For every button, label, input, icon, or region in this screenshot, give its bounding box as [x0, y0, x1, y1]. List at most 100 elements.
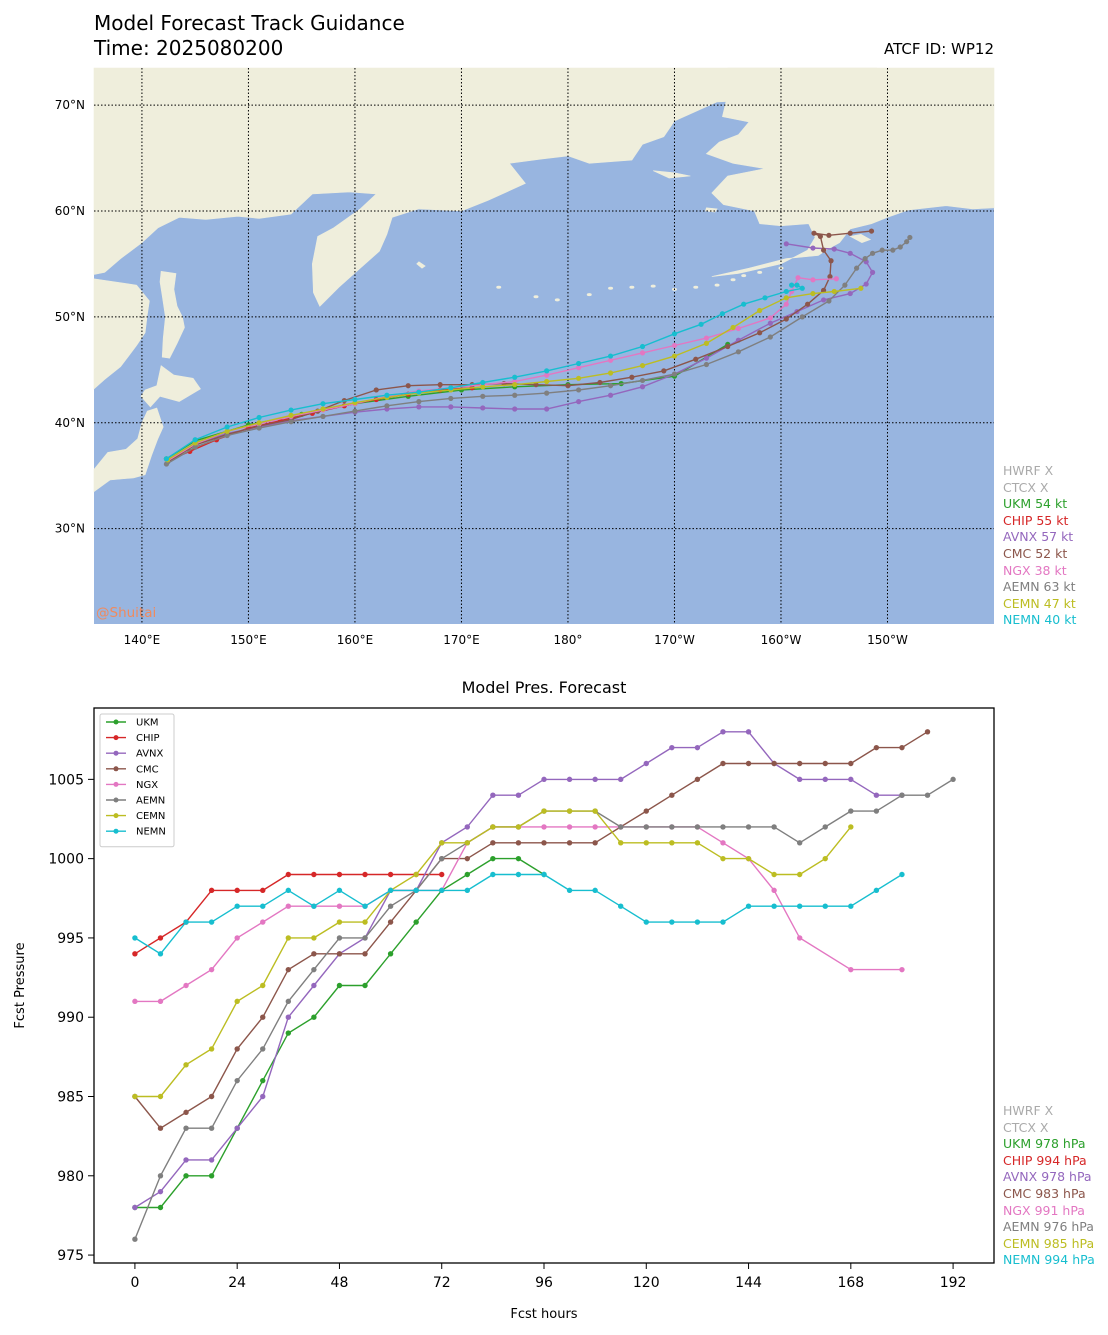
legend-label: UKM: [136, 718, 159, 729]
series-point: [464, 840, 470, 846]
x-tick-label: 192: [940, 1275, 967, 1291]
legend-item: NGX: [106, 780, 158, 791]
track-point: [437, 382, 443, 388]
series-line: [134, 731, 928, 1130]
track-point: [693, 356, 699, 362]
series-point: [387, 887, 394, 894]
series-point: [618, 824, 624, 830]
map-land: [93, 67, 995, 493]
track-point: [163, 456, 170, 462]
land-polygon-5: [93, 278, 150, 390]
series-point: [873, 744, 880, 751]
series-point: [822, 776, 828, 783]
legend-entry: NGX 991 hPa: [1003, 1202, 1085, 1218]
series-point: [439, 887, 445, 894]
series-point: [413, 887, 419, 894]
series-point: [822, 855, 828, 862]
aleutian-island: [586, 293, 592, 297]
track-point: [795, 275, 801, 281]
series-point: [311, 966, 317, 973]
series-point: [311, 1014, 317, 1020]
aleutian-island: [629, 285, 635, 289]
track-point: [820, 247, 827, 253]
track-point: [224, 424, 230, 430]
track-point: [224, 428, 230, 434]
lon-tick-label: 140°E: [124, 633, 161, 647]
series-point: [848, 808, 854, 814]
intensity-legend: HWRF X CTCX X UKM 54 kt CHIP 55 kt AVNX 57 k…: [1003, 463, 1076, 629]
track-point: [890, 247, 896, 253]
series-point: [157, 1204, 164, 1211]
lon-tick-label: 150°E: [230, 633, 267, 647]
series-point: [439, 855, 445, 862]
series-point: [413, 887, 419, 894]
series-point: [439, 887, 445, 894]
series-point: [796, 935, 803, 941]
track-point: [719, 311, 726, 317]
series-point: [745, 729, 752, 735]
series-point: [439, 887, 445, 894]
series-point: [234, 1046, 240, 1052]
track-point: [783, 316, 789, 322]
series-point: [157, 935, 164, 941]
series-point: [720, 855, 726, 862]
series-point: [796, 760, 803, 767]
legend-entry: AVNX 978 hPa: [1003, 1169, 1092, 1185]
series-point: [413, 887, 419, 894]
series-point: [669, 744, 675, 751]
series-point: [132, 1204, 138, 1211]
series-point: [771, 903, 777, 909]
series-point: [132, 951, 138, 957]
series-point: [771, 760, 777, 767]
aleutian-island: [714, 283, 720, 287]
map-tick-labels: 140°E 150°E 160°E 170°E 180° 170°W 160°W 150°W 3…: [55, 98, 908, 647]
track-point: [639, 350, 646, 356]
series-point: [413, 871, 419, 878]
series-point: [566, 824, 573, 830]
legend-entry: CMC 52 kt: [1003, 545, 1068, 561]
series-point: [285, 1014, 292, 1020]
track-point: [735, 325, 741, 332]
track-point: [869, 269, 876, 275]
series-point: [285, 903, 292, 909]
track-point: [576, 399, 582, 405]
series-point: [439, 840, 445, 846]
track-point: [639, 384, 646, 390]
track-point: [703, 335, 710, 341]
legend-entry: AVNX 57 kt: [1003, 529, 1074, 545]
track-point: [607, 383, 614, 389]
track-point: [320, 413, 326, 420]
series-point: [515, 824, 522, 830]
series-point: [413, 871, 419, 878]
legend-swatch-dot: [113, 766, 119, 772]
aleutian-island: [730, 278, 736, 282]
series-point: [362, 903, 368, 909]
land-polygon-6: [416, 261, 426, 269]
series-point: [285, 887, 292, 894]
legend-label: AEMN: [136, 796, 165, 807]
x-tick-label: 24: [228, 1275, 246, 1291]
legend-item: CHIP: [106, 733, 159, 744]
series-line: [134, 826, 902, 1003]
track-point: [288, 407, 294, 413]
legend-swatch-dot: [113, 750, 119, 756]
chart-title: Model Forecast Track Guidance: [94, 11, 405, 35]
track-point: [879, 247, 885, 253]
series-point: [439, 840, 445, 846]
track-point: [639, 377, 646, 384]
track-point: [480, 393, 486, 399]
series-point: [336, 871, 343, 878]
series-point: [183, 919, 189, 925]
series-point: [336, 919, 343, 925]
series-point: [285, 998, 292, 1005]
legend-entry: UKM 54 kt: [1003, 496, 1068, 512]
track-point: [862, 256, 868, 262]
track-point: [512, 382, 518, 388]
series-point: [796, 903, 803, 909]
series-point: [183, 1173, 189, 1179]
legend-entry: AEMN 976 hPa: [1003, 1219, 1094, 1235]
series-point: [541, 824, 547, 830]
series-point: [311, 903, 317, 909]
track-point: [373, 387, 379, 393]
track-point: [868, 228, 875, 234]
